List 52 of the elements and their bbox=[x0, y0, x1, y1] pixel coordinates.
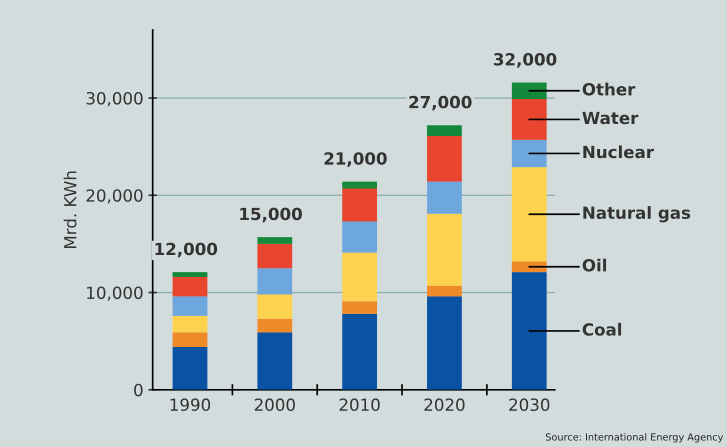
bar bbox=[257, 268, 292, 294]
text: Coal bbox=[582, 322, 622, 336]
bar bbox=[427, 182, 462, 214]
y-tick-label: 0 bbox=[134, 384, 143, 396]
bar bbox=[512, 82, 547, 99]
bar bbox=[342, 252, 378, 302]
x-tick-label: 2010 bbox=[340, 398, 380, 412]
bar bbox=[427, 125, 462, 136]
bar bbox=[172, 346, 208, 390]
annotation: 15,000 bbox=[240, 208, 302, 222]
bar bbox=[172, 276, 208, 296]
bar bbox=[427, 214, 462, 286]
annotation: 21,000 bbox=[324, 152, 387, 167]
y-tick-label: 20,000 bbox=[86, 189, 143, 204]
text: Water bbox=[582, 112, 638, 124]
bar bbox=[342, 182, 378, 188]
y-axis-title: Mrd. KWh bbox=[64, 172, 77, 248]
x-tick-label: 2020 bbox=[424, 398, 465, 412]
bar bbox=[512, 140, 547, 168]
y-tick-label: 30,000 bbox=[86, 92, 143, 106]
x-tick-label: 2030 bbox=[509, 398, 550, 412]
bar bbox=[427, 136, 462, 182]
bar bbox=[172, 272, 208, 277]
annotation: 32,000 bbox=[494, 53, 556, 68]
x-tick-label: 1990 bbox=[170, 398, 210, 412]
bar bbox=[257, 332, 292, 390]
bar bbox=[257, 294, 292, 319]
bar bbox=[512, 167, 547, 262]
text: Natural gas bbox=[583, 206, 690, 222]
bar bbox=[342, 222, 378, 253]
bar bbox=[427, 286, 462, 296]
bar bbox=[427, 296, 462, 390]
bar bbox=[172, 296, 208, 316]
x-tick-label: 2000 bbox=[254, 398, 295, 412]
annotation: 27,000 bbox=[409, 96, 472, 111]
bar bbox=[342, 314, 378, 390]
text: Oil bbox=[582, 258, 606, 272]
bar bbox=[342, 188, 378, 222]
bar bbox=[172, 316, 208, 332]
bar bbox=[512, 272, 547, 390]
annotation: 12,000 bbox=[155, 242, 218, 258]
bar bbox=[257, 244, 292, 268]
text: Nuclear bbox=[583, 145, 654, 158]
text: Other bbox=[582, 82, 636, 96]
bar bbox=[257, 237, 292, 244]
bar bbox=[512, 99, 547, 140]
bar bbox=[342, 301, 378, 314]
y-tick-label: 10,000 bbox=[87, 286, 143, 301]
bar bbox=[512, 261, 547, 272]
source-note: Source: International Energy Agency bbox=[546, 433, 724, 443]
bar bbox=[257, 318, 292, 332]
bar bbox=[172, 332, 208, 347]
